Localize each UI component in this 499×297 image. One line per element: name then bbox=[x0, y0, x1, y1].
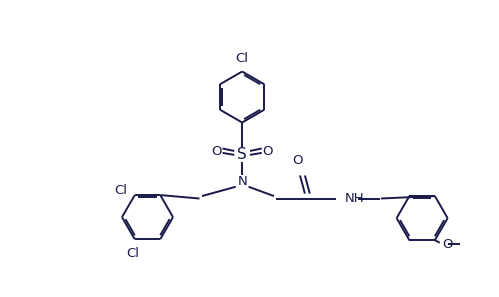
Text: O: O bbox=[262, 145, 273, 158]
Text: NH: NH bbox=[345, 192, 365, 205]
Text: O: O bbox=[212, 145, 222, 158]
Text: Cl: Cl bbox=[114, 184, 127, 197]
Text: Cl: Cl bbox=[126, 247, 139, 260]
Text: O: O bbox=[292, 154, 303, 167]
Text: O: O bbox=[442, 238, 453, 251]
Text: N: N bbox=[237, 175, 247, 188]
Text: Cl: Cl bbox=[236, 52, 249, 65]
Text: S: S bbox=[237, 147, 247, 162]
